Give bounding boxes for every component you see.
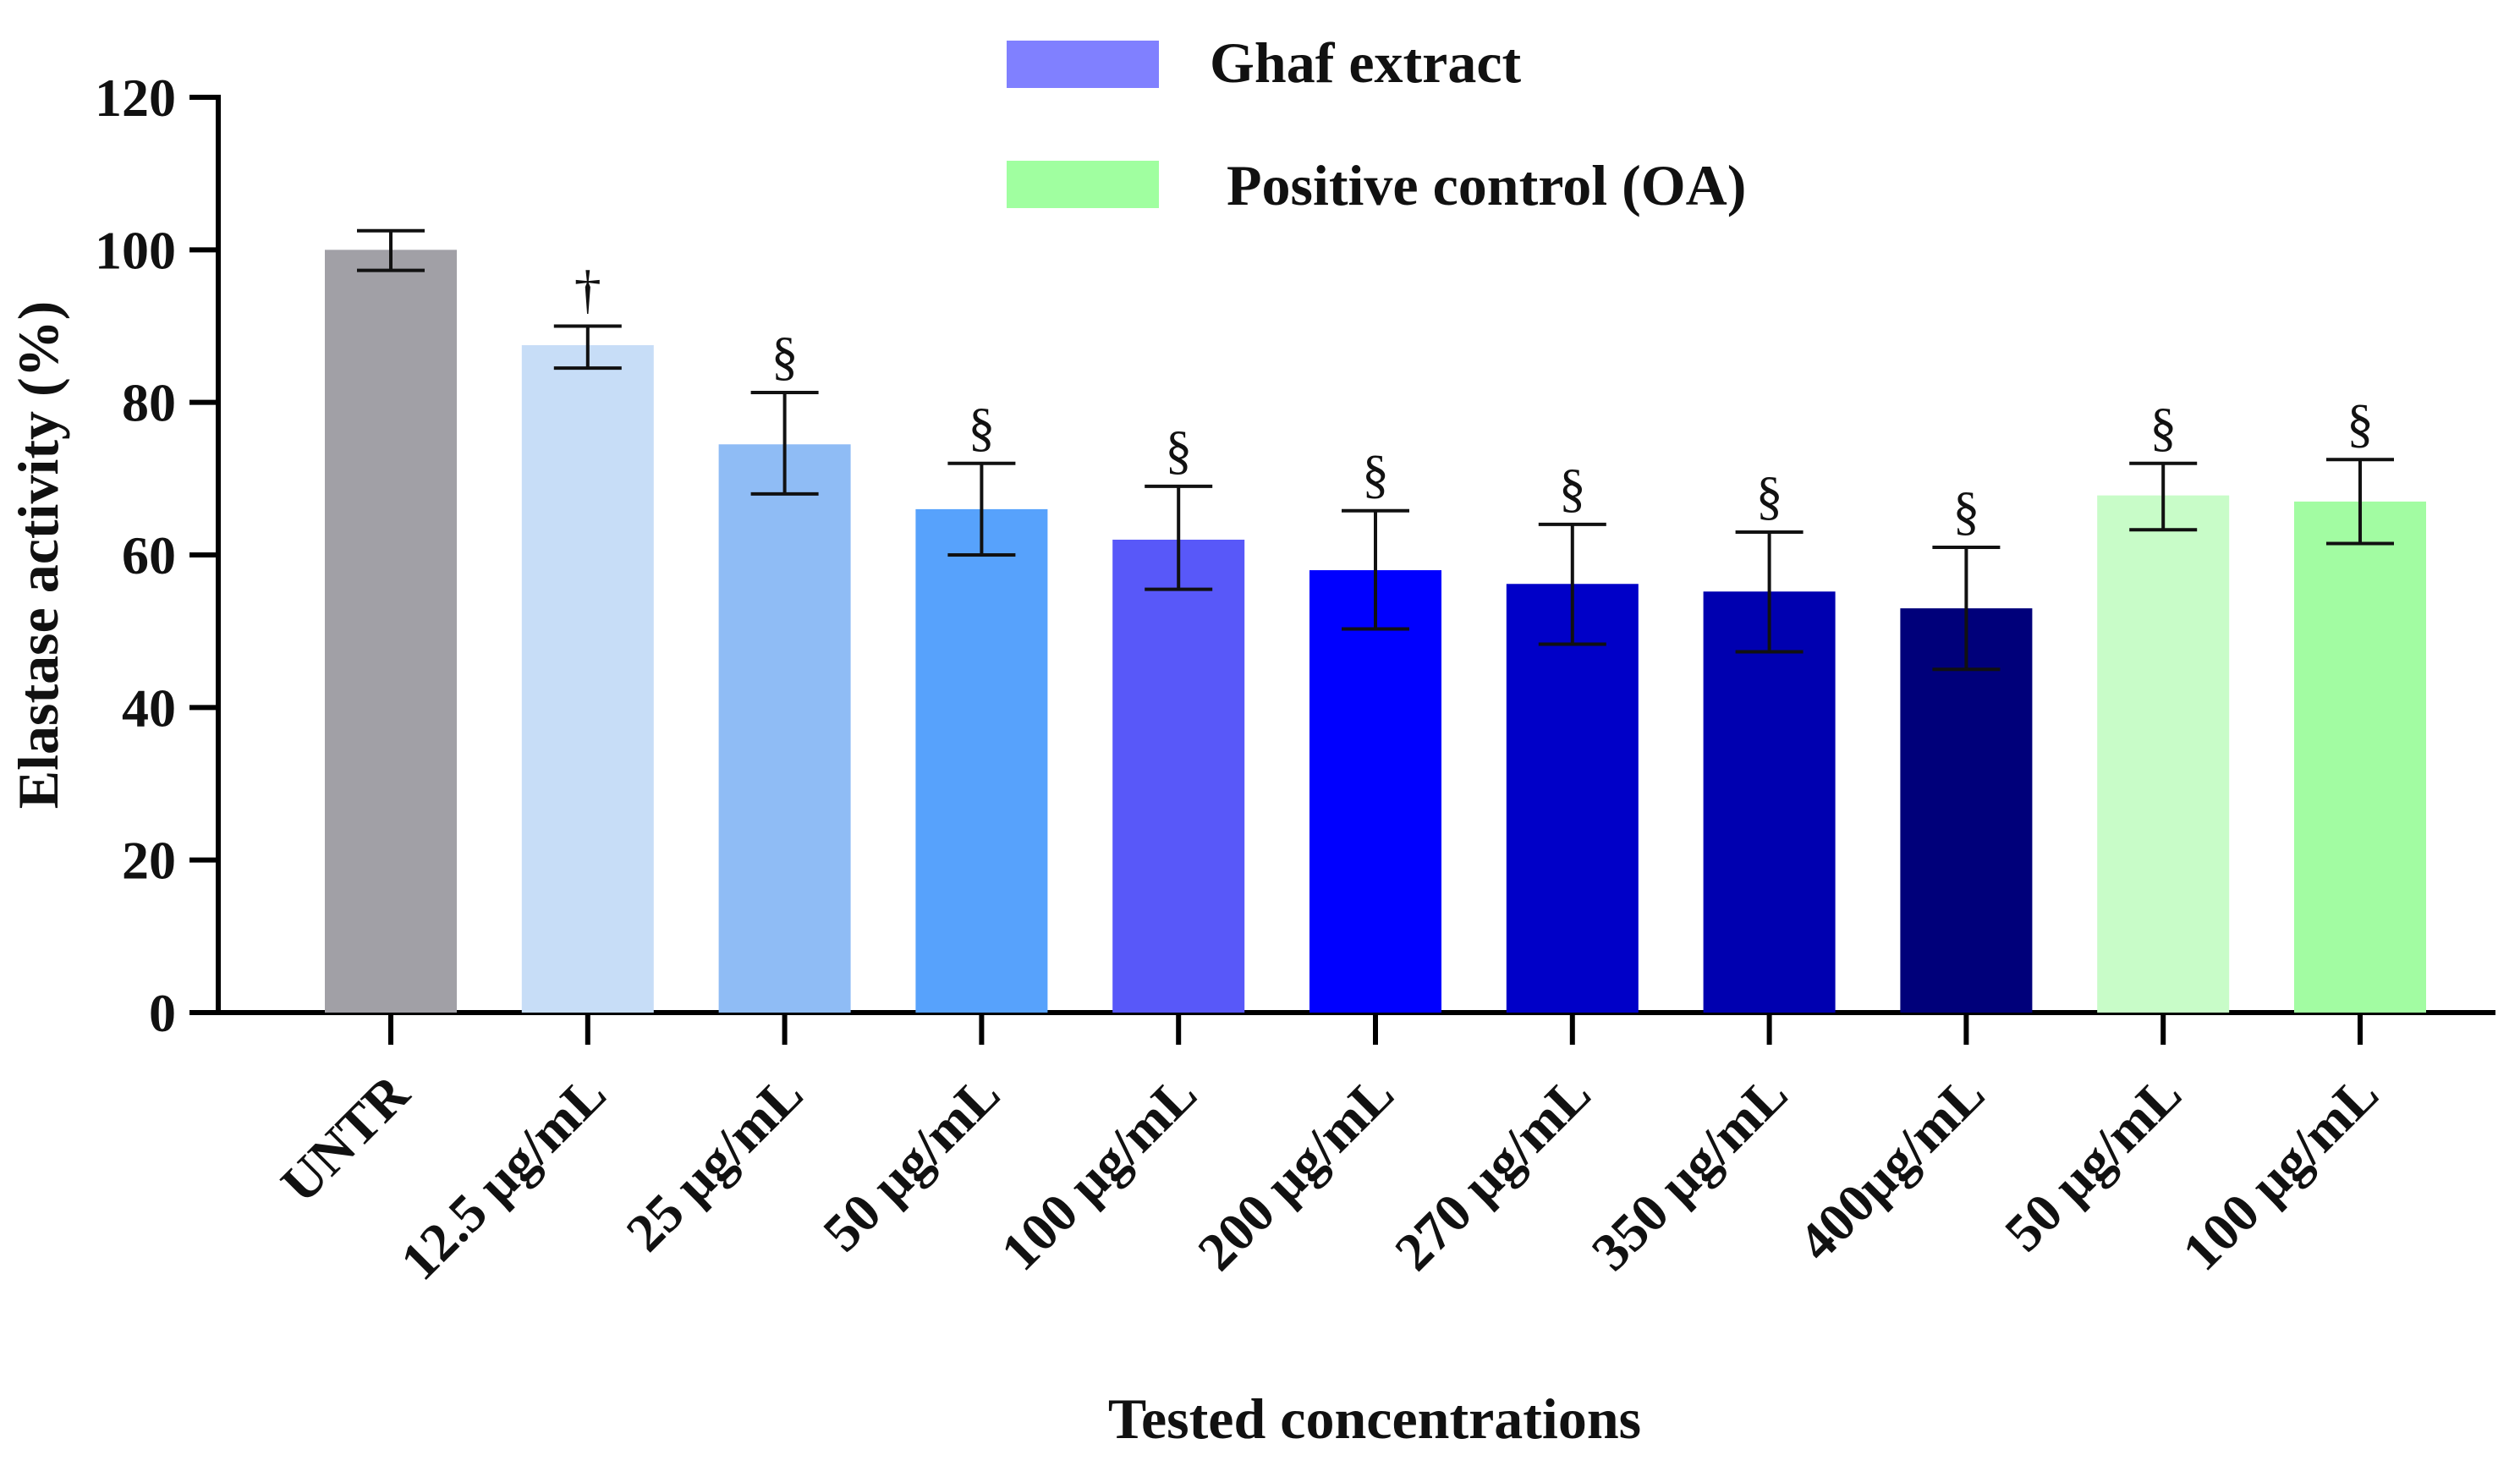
bar bbox=[1900, 608, 2033, 1013]
bar bbox=[1506, 584, 1639, 1013]
x-tick-label: 50 µg/mL bbox=[811, 1063, 1011, 1263]
significance-marker: § bbox=[968, 397, 995, 457]
x-tick-label: 270 µg/mL bbox=[1383, 1063, 1602, 1282]
x-tick-label: 50 µg/mL bbox=[1993, 1063, 2193, 1263]
significance-marker: § bbox=[1362, 444, 1389, 504]
significance-marker: § bbox=[1756, 465, 1783, 525]
legend-label: Ghaf extract bbox=[1210, 30, 1522, 95]
y-ticks: 0 20 40 60 80 100 120 bbox=[95, 68, 218, 1043]
x-axis-label: Tested concentrations bbox=[1108, 1386, 1641, 1451]
y-tick-label: 60 bbox=[122, 525, 176, 585]
bar bbox=[1112, 539, 1245, 1013]
significance-marker: § bbox=[2149, 397, 2177, 457]
x-tick-label: 100 µg/mL bbox=[990, 1063, 1209, 1282]
bar bbox=[521, 345, 654, 1013]
bar bbox=[325, 250, 457, 1013]
x-tick-label: 350 µg/mL bbox=[1580, 1063, 1799, 1282]
y-axis-label: Elastase activity (%) bbox=[6, 301, 70, 810]
x-tick-label: 100 µg/mL bbox=[2171, 1063, 2390, 1282]
x-tick-label: 12.5 µg/mL bbox=[389, 1063, 618, 1292]
y-tick-label: 40 bbox=[122, 678, 176, 738]
bar bbox=[2097, 495, 2230, 1013]
bars: † § § § § § § § § § bbox=[325, 228, 2426, 1013]
significance-marker: § bbox=[1165, 420, 1192, 480]
y-tick-label: 80 bbox=[122, 373, 176, 433]
x-tick-label: 200 µg/mL bbox=[1186, 1063, 1405, 1282]
x-tick-label: 400µg/mL bbox=[1787, 1063, 1996, 1272]
legend-swatch bbox=[1007, 41, 1159, 88]
bar bbox=[1703, 591, 1836, 1013]
bar bbox=[1309, 570, 1441, 1013]
legend-label: Positive control (OA) bbox=[1227, 153, 1746, 217]
significance-marker: § bbox=[1952, 480, 1979, 541]
significance-marker: † bbox=[574, 260, 601, 320]
y-tick-label: 20 bbox=[122, 831, 176, 891]
significance-marker: § bbox=[771, 326, 799, 386]
legend-swatch bbox=[1007, 161, 1159, 208]
x-tick-label: UNTR bbox=[269, 1062, 420, 1214]
x-tick-label: 25 µg/mL bbox=[615, 1063, 815, 1263]
significance-marker: § bbox=[1559, 458, 1586, 518]
y-tick-label: 120 bbox=[95, 68, 176, 128]
bar bbox=[718, 444, 851, 1013]
legend: Ghaf extract Positive control (OA) bbox=[1007, 30, 1746, 217]
y-tick-label: 0 bbox=[149, 983, 176, 1043]
bar bbox=[915, 508, 1048, 1013]
bar bbox=[2294, 501, 2426, 1013]
y-tick-label: 100 bbox=[95, 220, 176, 280]
significance-marker: § bbox=[2347, 393, 2374, 453]
